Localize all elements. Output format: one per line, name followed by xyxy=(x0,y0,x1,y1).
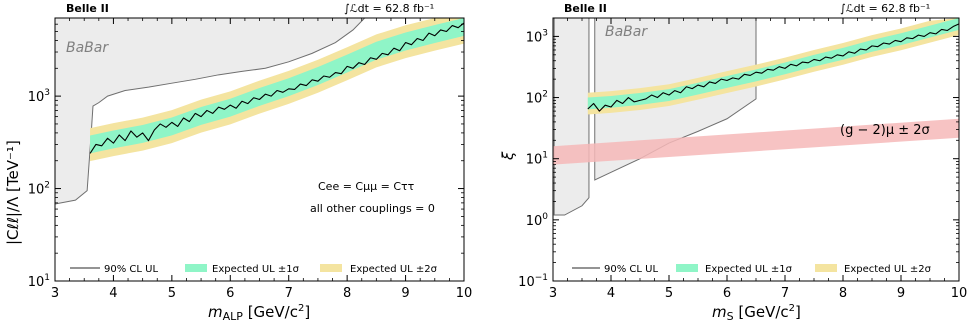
legend-1sigma-label: Expected UL ±1σ xyxy=(212,264,300,275)
y-tick-label: 102 xyxy=(526,90,548,107)
y-tick-label: 102 xyxy=(28,181,50,198)
scalar-gm2-band-label: (g − 2)μ ± 2σ xyxy=(840,123,930,138)
x-tick-label: 9 xyxy=(401,286,409,301)
legend-1sigma-swatch xyxy=(676,264,698,272)
x-tick-label: 5 xyxy=(168,286,176,301)
scalar-y-axis-title: ξ xyxy=(499,151,517,161)
babar-excluded-region xyxy=(55,18,365,205)
legend-2sigma-swatch xyxy=(320,264,342,272)
legend-1sigma-label: Expected UL ±1σ xyxy=(705,264,793,275)
alp-coupling-annotation: Cee = Cμμ = Cττ xyxy=(318,180,415,193)
x-tick-label: 7 xyxy=(285,286,293,301)
x-tick-label: 6 xyxy=(723,286,731,301)
x-tick-label: 4 xyxy=(109,286,117,301)
alp-luminosity-label: ∫ℒdt = 62.8 fb⁻¹ xyxy=(344,2,434,15)
scalar-panel: 3 4 5 6 7 8 9 10 10−1 100 101 102 103 Belle II ∫ℒdt … xyxy=(499,2,967,323)
alp-legend: 90% CL UL Expected UL ±1σ Expected UL ±2… xyxy=(70,264,438,275)
alp-panel: 3 4 5 6 7 8 9 10 101 102 103 Belle II ∫ℒdt = 62.8 … xyxy=(4,2,472,323)
legend-observed-label: 90% CL UL xyxy=(104,264,158,275)
scalar-luminosity-label: ∫ℒdt = 62.8 fb⁻¹ xyxy=(840,2,930,15)
x-tick-label: 8 xyxy=(343,286,351,301)
x-tick-label: 6 xyxy=(226,286,234,301)
y-tick-label: 10−1 xyxy=(518,273,548,290)
y-tick-label: 100 xyxy=(526,212,549,229)
scalar-plot-layers xyxy=(553,18,959,216)
x-tick-label: 10 xyxy=(951,286,968,301)
x-tick-label: 10 xyxy=(456,286,473,301)
babar-excluded-region xyxy=(553,18,757,216)
alp-plot-layers xyxy=(55,18,464,205)
x-tick-label: 3 xyxy=(549,286,557,301)
x-tick-label: 5 xyxy=(665,286,673,301)
observed-ul-line xyxy=(89,22,464,154)
x-tick-label: 3 xyxy=(51,286,59,301)
y-tick-label: 103 xyxy=(526,28,548,45)
scalar-legend: 90% CL UL Expected UL ±1σ Expected UL ±2… xyxy=(572,264,932,275)
alp-ticks: 3 4 5 6 7 8 9 10 101 102 103 xyxy=(28,17,473,301)
plot-area xyxy=(553,18,959,216)
alp-experiment-label: Belle II xyxy=(66,2,109,15)
scalar-ticks: 3 4 5 6 7 8 9 10 10−1 100 101 102 103 xyxy=(518,17,968,301)
y-tick-label: 101 xyxy=(28,273,50,290)
x-tick-label: 7 xyxy=(781,286,789,301)
legend-observed-label: 90% CL UL xyxy=(604,264,658,275)
y-tick-label: 101 xyxy=(526,151,548,168)
x-tick-label: 8 xyxy=(839,286,847,301)
x-tick-label: 4 xyxy=(607,286,615,301)
x-tick-label: 9 xyxy=(897,286,905,301)
scalar-x-axis-title: mS [GeV/c2] xyxy=(712,303,801,323)
y-tick-label: 103 xyxy=(28,88,50,105)
legend-1sigma-swatch xyxy=(185,264,207,272)
expected-1sigma-band xyxy=(90,18,464,154)
alp-y-axis-title: |Cℓℓ|/Λ [TeV⁻¹] xyxy=(4,140,22,245)
scalar-babar-label: BaBar xyxy=(605,24,648,40)
alp-x-axis-title: mALP [GeV/c2] xyxy=(208,303,310,323)
alp-coupling-annotation-2: all other couplings = 0 xyxy=(310,202,435,215)
gm2-band xyxy=(553,118,959,165)
expected-1sigma-band xyxy=(587,18,959,110)
legend-2sigma-label: Expected UL ±2σ xyxy=(350,264,438,275)
legend-2sigma-label: Expected UL ±2σ xyxy=(844,264,932,275)
plot-area xyxy=(55,18,464,205)
alp-babar-label: BaBar xyxy=(66,40,109,56)
legend-2sigma-swatch xyxy=(815,264,837,272)
scalar-experiment-label: Belle II xyxy=(564,2,607,15)
observed-ul-line xyxy=(587,23,959,112)
